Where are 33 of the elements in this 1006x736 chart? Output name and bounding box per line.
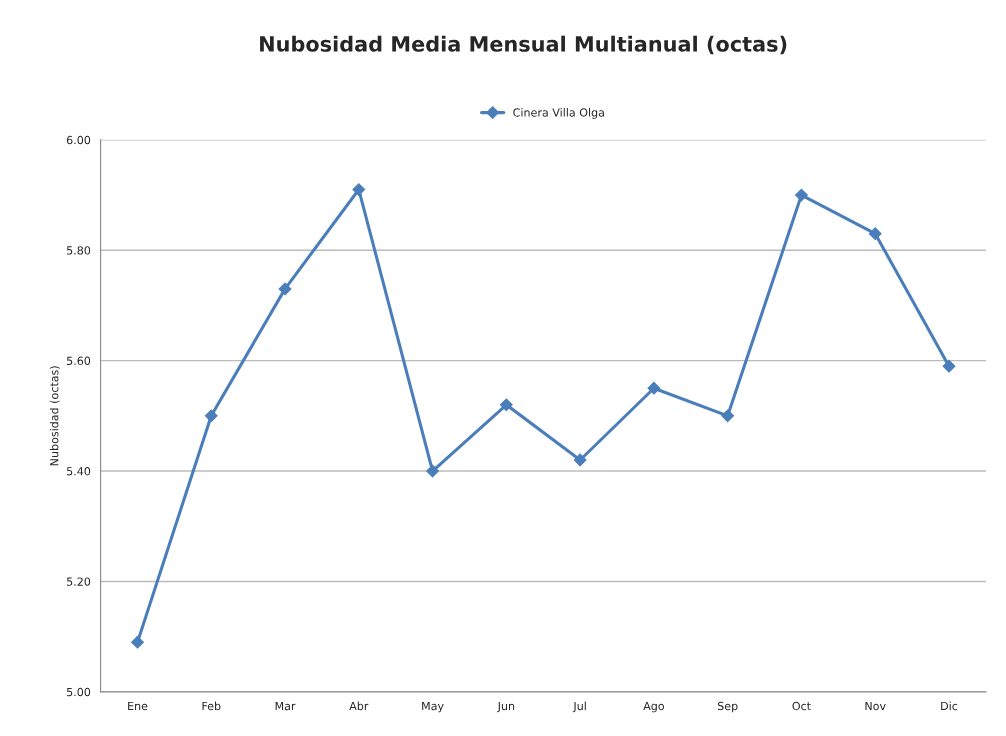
x-tick-label: Jun [497, 701, 515, 713]
point [795, 188, 808, 202]
point [426, 464, 439, 478]
point [131, 635, 144, 649]
y-tick-label: 5.40 [67, 467, 91, 476]
chart-title: Nubosidad Media Mensual Multianual (octas) [260, 35, 787, 55]
x-tick-label: Sep [717, 701, 738, 713]
point [942, 359, 956, 373]
point [278, 282, 292, 296]
x-tick-label: Feb [202, 701, 221, 711]
x-tick-label: Ene [128, 701, 148, 711]
y-tick-label: 5.60 [67, 356, 91, 366]
x-tick-label: May [422, 701, 444, 713]
y-tick-label: 5.80 [67, 246, 91, 255]
x-tick-label: Ago [643, 701, 665, 713]
x-tick-label: Mar [275, 701, 296, 711]
point [204, 409, 218, 423]
point [352, 183, 366, 196]
x-tick-label: Dic [941, 701, 958, 711]
y-axis-title: Nubosidad (octas) [49, 366, 60, 466]
x-tick-label: Oct [792, 701, 811, 711]
x-tick-label: Abr [349, 701, 369, 711]
point [647, 381, 661, 395]
legend-label: Cinera Villa Olga [513, 108, 604, 119]
x-tick-label: Jul [572, 701, 586, 713]
x-tick-label: Nov [865, 701, 886, 711]
point [721, 409, 735, 423]
point [573, 453, 587, 467]
y-tick-label: 5.00 [67, 687, 91, 697]
point [868, 227, 882, 241]
point [499, 398, 513, 412]
y-tick-label: 6.00 [66, 135, 91, 145]
y-tick-label: 5.20 [67, 577, 91, 586]
